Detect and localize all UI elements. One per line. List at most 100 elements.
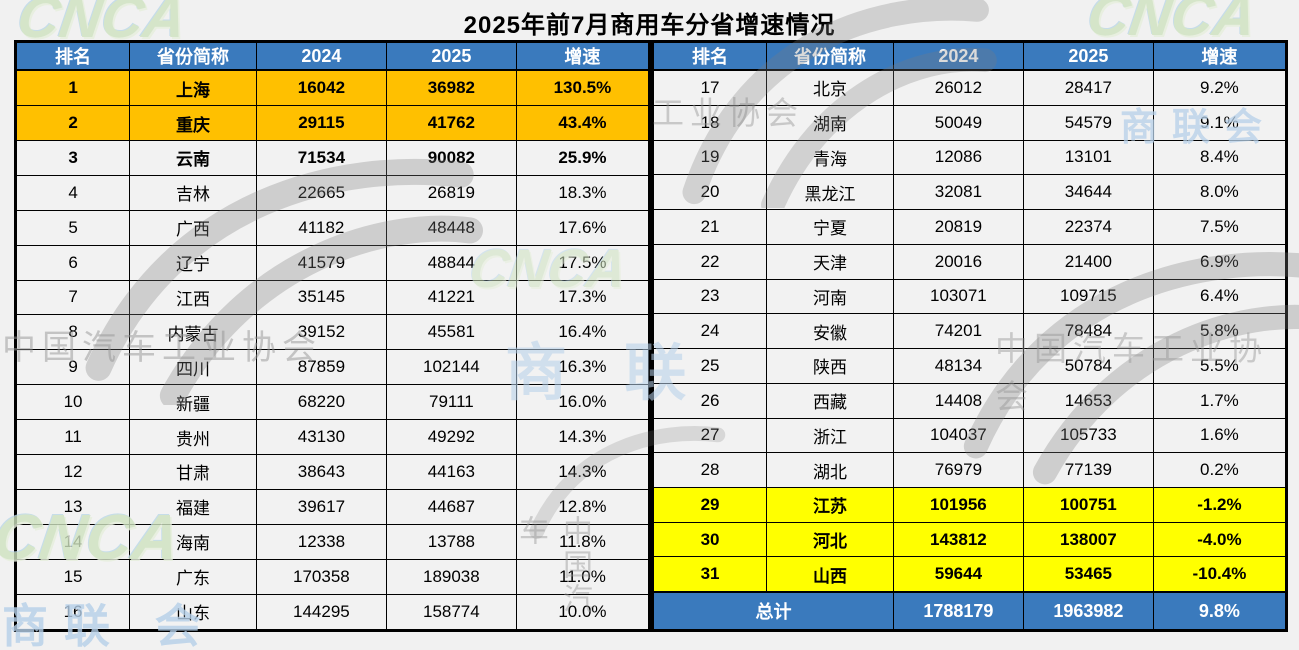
cell-rank: 3: [14, 139, 131, 176]
cell-rank: 21: [651, 209, 768, 245]
cell-rank: 14: [14, 523, 131, 560]
cell-rank: 6: [14, 244, 131, 281]
table-row: 5 广西 41182 48448 17.6%: [14, 209, 651, 246]
page-title: 2025年前7月商用车分省增速情况: [463, 12, 836, 39]
cell-rank: 8: [14, 314, 131, 351]
cell-growth: 9.2%: [1152, 69, 1288, 106]
cell-rank: 5: [14, 209, 131, 246]
cell-province: 重庆: [129, 105, 257, 141]
cell-2024: 48134: [892, 348, 1024, 384]
cell-growth: 1.6%: [1152, 417, 1288, 454]
total-label: 总计: [652, 591, 894, 632]
cell-2025: 53465: [1022, 556, 1154, 593]
cell-growth: 11.0%: [515, 558, 651, 595]
col-header-rank: 排名: [651, 41, 768, 71]
cell-rank: 2: [14, 105, 131, 141]
table-row: 25 陕西 48134 50784 5.5%: [651, 348, 1288, 384]
cell-growth: 8.0%: [1152, 174, 1288, 211]
table-row: 6 辽宁 41579 48844 17.5%: [14, 244, 651, 281]
cell-growth: -10.4%: [1152, 556, 1288, 593]
col-header-rank: 排名: [14, 41, 131, 71]
cell-province: 吉林: [129, 174, 257, 211]
table-row: 4 吉林 22665 26819 18.3%: [14, 174, 651, 211]
cell-2025: 45581: [385, 314, 517, 351]
cell-2024: 12086: [892, 139, 1024, 176]
cell-2024: 71534: [255, 139, 387, 176]
cell-province: 湖南: [766, 104, 894, 141]
cell-2025: 189038: [385, 558, 517, 595]
col-header-2025: 2025: [1022, 41, 1154, 71]
cell-province: 湖北: [766, 452, 894, 488]
cell-province: 黑龙江: [766, 174, 894, 211]
cell-2024: 26012: [892, 69, 1024, 106]
cell-growth: 6.4%: [1152, 278, 1288, 315]
cell-rank: 16: [14, 593, 131, 632]
cell-2024: 101956: [892, 486, 1024, 523]
cell-growth: 16.0%: [515, 384, 651, 421]
cell-rank: 17: [651, 69, 768, 106]
cell-2024: 20819: [892, 209, 1024, 245]
cell-province: 贵州: [129, 419, 257, 455]
cell-2024: 14408: [892, 382, 1024, 419]
cell-rank: 19: [651, 139, 768, 176]
cell-growth: 12.8%: [515, 488, 651, 525]
cell-2024: 68220: [255, 384, 387, 421]
col-header-province: 省份简称: [129, 41, 257, 71]
table-row: 13 福建 39617 44687 12.8%: [14, 488, 651, 525]
cell-province: 上海: [129, 69, 257, 107]
table-row: 17 北京 26012 28417 9.2%: [651, 69, 1288, 106]
cell-2025: 14653: [1022, 382, 1154, 419]
cell-province: 新疆: [129, 384, 257, 421]
cell-growth: 5.5%: [1152, 348, 1288, 384]
cell-rank: 7: [14, 279, 131, 316]
cell-rank: 31: [651, 556, 768, 593]
cell-2024: 144295: [255, 593, 387, 632]
cell-2024: 22665: [255, 174, 387, 211]
cell-growth: 6.9%: [1152, 243, 1288, 280]
cell-rank: 12: [14, 453, 131, 490]
cell-province: 宁夏: [766, 209, 894, 245]
cell-2025: 102144: [385, 349, 517, 386]
cell-rank: 11: [14, 419, 131, 455]
cell-2025: 44163: [385, 453, 517, 490]
cell-growth: 14.3%: [515, 453, 651, 490]
cell-2024: 20016: [892, 243, 1024, 280]
table-row: 14 海南 12338 13788 11.8%: [14, 523, 651, 560]
cell-growth: 11.8%: [515, 523, 651, 560]
cell-2024: 143812: [892, 521, 1024, 558]
table-row: 19 青海 12086 13101 8.4%: [651, 139, 1288, 176]
cell-province: 陕西: [766, 348, 894, 384]
cell-rank: 10: [14, 384, 131, 421]
cell-growth: 17.5%: [515, 244, 651, 281]
table-row: 20 黑龙江 32081 34644 8.0%: [651, 174, 1288, 211]
cell-rank: 29: [651, 486, 768, 523]
province-growth-table-left: 排名 省份简称 2024 2025 增速 1 上海 16042 36982 130.5%…: [14, 40, 651, 632]
cell-rank: 22: [651, 243, 768, 280]
cell-province: 西藏: [766, 382, 894, 419]
cell-rank: 23: [651, 278, 768, 315]
cell-2025: 54579: [1022, 104, 1154, 141]
table-row: 16 山东 144295 158774 10.0%: [14, 593, 651, 632]
cell-2025: 79111: [385, 384, 517, 421]
cell-2025: 109715: [1022, 278, 1154, 315]
col-header-2025: 2025: [385, 41, 517, 71]
cell-2024: 35145: [255, 279, 387, 316]
tables-container: 排名 省份简称 2024 2025 增速 1 上海 16042 36982 130.5%…: [14, 40, 1288, 632]
cell-province: 四川: [129, 349, 257, 386]
cell-2025: 48448: [385, 209, 517, 246]
cell-province: 广西: [129, 209, 257, 246]
table-row: 29 江苏 101956 100751 -1.2%: [651, 486, 1288, 523]
cell-province: 甘肃: [129, 453, 257, 490]
cell-2025: 50784: [1022, 348, 1154, 384]
cell-growth: 43.4%: [515, 105, 651, 141]
cell-growth: 17.3%: [515, 279, 651, 316]
table-row: 31 山西 59644 53465 -10.4%: [651, 556, 1288, 593]
cell-2024: 103071: [892, 278, 1024, 315]
cell-rank: 27: [651, 417, 768, 454]
cell-province: 安徽: [766, 313, 894, 350]
cell-2024: 41579: [255, 244, 387, 281]
cell-2025: 36982: [385, 69, 517, 107]
table-row: 21 宁夏 20819 22374 7.5%: [651, 209, 1288, 245]
cell-2025: 13101: [1022, 139, 1154, 176]
